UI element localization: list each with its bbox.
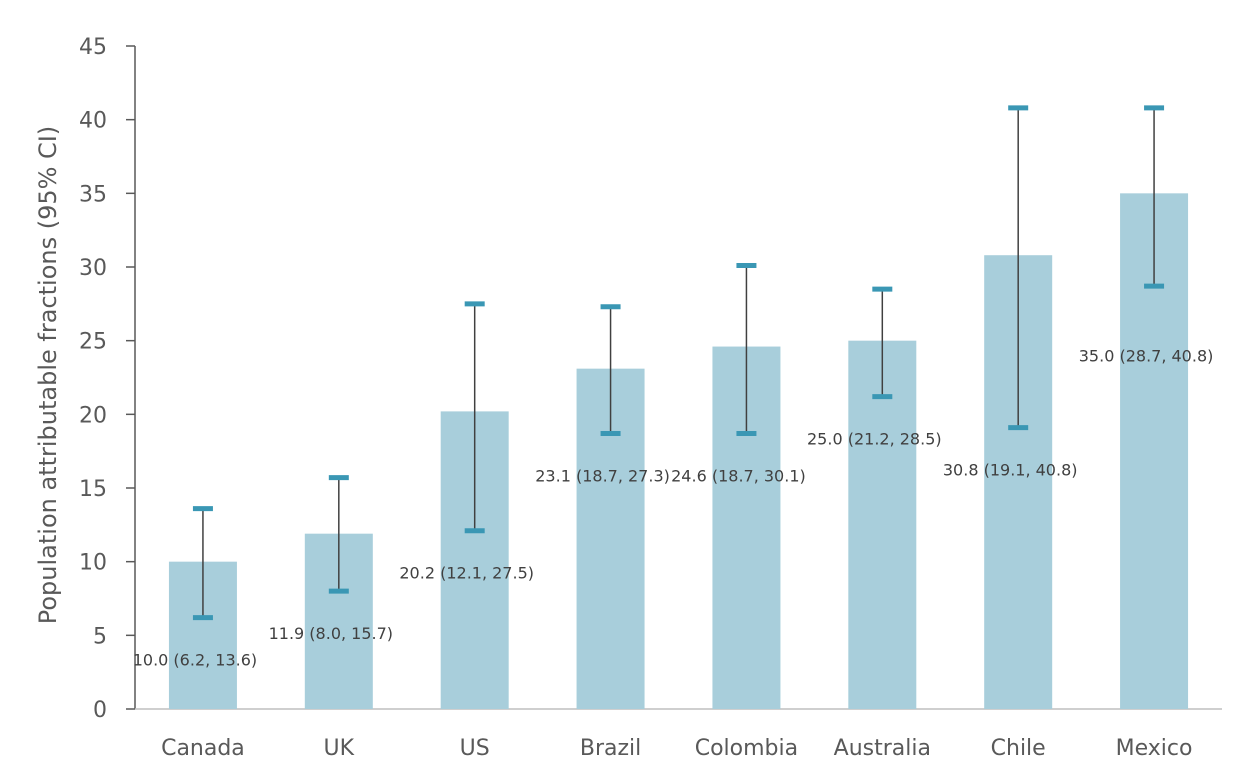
x-category-label: Mexico xyxy=(1116,736,1193,761)
x-category-label: Canada xyxy=(161,736,245,761)
y-tick-label: 15 xyxy=(79,477,107,502)
data-labels-group: 10.0 (6.2, 13.6) 11.9 (8.0, 15.7) 20.2 (12… xyxy=(133,346,1214,669)
x-category-label: US xyxy=(460,736,490,761)
data-label-chile: 30.8 (19.1, 40.8) xyxy=(943,461,1078,480)
y-axis-title: Population attributable fractions (95% C… xyxy=(34,126,62,625)
y-tick-label: 35 xyxy=(79,182,107,207)
y-tick-label: 25 xyxy=(79,330,107,355)
data-label-australia: 25.0 (21.2, 28.5) xyxy=(807,430,942,449)
x-category-label: Chile xyxy=(991,736,1046,761)
category-labels-group: Canada UK US Brazil Colombia Australia Chile Me… xyxy=(161,736,1192,761)
x-category-label: Australia xyxy=(834,736,931,761)
data-label-canada: 10.0 (6.2, 13.6) xyxy=(133,651,257,670)
data-label-uk: 11.9 (8.0, 15.7) xyxy=(269,624,393,643)
y-tick-label: 10 xyxy=(79,551,107,576)
data-label-brazil: 23.1 (18.7, 27.3) xyxy=(535,466,670,485)
data-label-mexico: 35.0 (28.7, 40.8) xyxy=(1079,346,1214,365)
y-tick-label: 20 xyxy=(79,403,107,428)
x-category-label: Brazil xyxy=(580,736,641,761)
y-tick-label: 40 xyxy=(79,109,107,134)
data-label-us: 20.2 (12.1, 27.5) xyxy=(399,564,534,583)
data-label-colombia: 24.6 (18.7, 30.1) xyxy=(671,466,806,485)
x-category-label: UK xyxy=(324,736,355,761)
error-bars-group xyxy=(192,105,1165,621)
y-tick-label: 45 xyxy=(79,35,107,60)
y-tick-label: 30 xyxy=(79,256,107,281)
y-tick-label: 5 xyxy=(93,624,107,649)
bars-group xyxy=(168,193,1189,710)
y-tick-label: 0 xyxy=(93,698,107,723)
x-category-label: Colombia xyxy=(695,736,798,761)
bar-australia xyxy=(848,340,917,709)
y-axis-ticks: 0 5 10 15 20 25 30 35 40 45 xyxy=(79,35,135,723)
